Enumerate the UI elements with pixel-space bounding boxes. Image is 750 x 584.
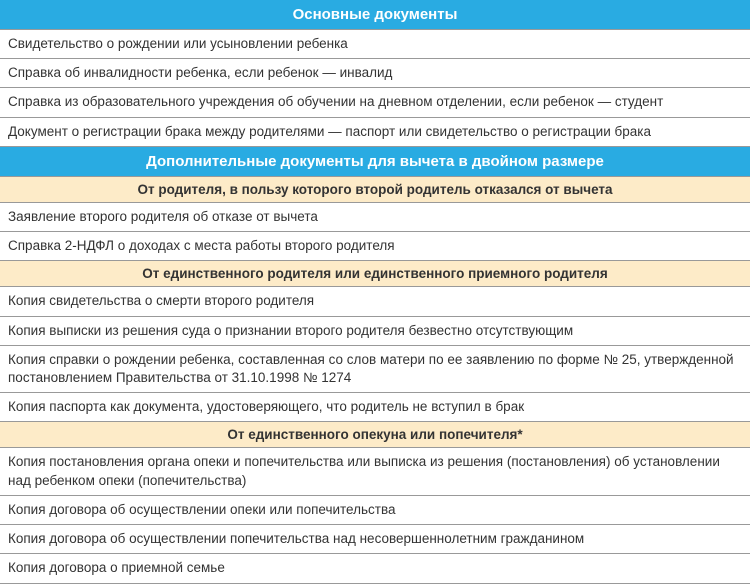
table-row: Копия выписки из решения суда о признани… <box>0 317 750 346</box>
sub-header-1: От родителя, в пользу которого второй ро… <box>0 177 750 203</box>
table-row: Копия свидетельства о смерти второго род… <box>0 287 750 316</box>
table-row: Справка из образовательного учреждения о… <box>0 88 750 117</box>
table-row: Копия договора об осуществлении опеки ил… <box>0 496 750 525</box>
table-row: Копия справки о рождении ребенка, состав… <box>0 346 750 393</box>
table-row: Справка 2-НДФЛ о доходах с места работы … <box>0 232 750 261</box>
table-row: Копия постановления органа опеки и попеч… <box>0 448 750 495</box>
main-header-1: Основные документы <box>0 0 750 30</box>
table-row: Заявление второго родителя об отказе от … <box>0 203 750 232</box>
table-row: Документ о регистрации брака между родит… <box>0 118 750 147</box>
table-row: Справка об инвалидности ребенка, если ре… <box>0 59 750 88</box>
sub-header-3: От единственного опекуна или попечителя* <box>0 422 750 448</box>
table-row: Копия договора о приемной семье <box>0 554 750 583</box>
main-header-2: Дополнительные документы для вычета в дв… <box>0 147 750 177</box>
sub-header-2: От единственного родителя или единственн… <box>0 261 750 287</box>
table-row: Копия договора об осуществлении попечите… <box>0 525 750 554</box>
documents-table: Основные документы Свидетельство о рожде… <box>0 0 750 584</box>
table-row: Свидетельство о рождении или усыновлении… <box>0 30 750 59</box>
table-row: Копия паспорта как документа, удостоверя… <box>0 393 750 422</box>
